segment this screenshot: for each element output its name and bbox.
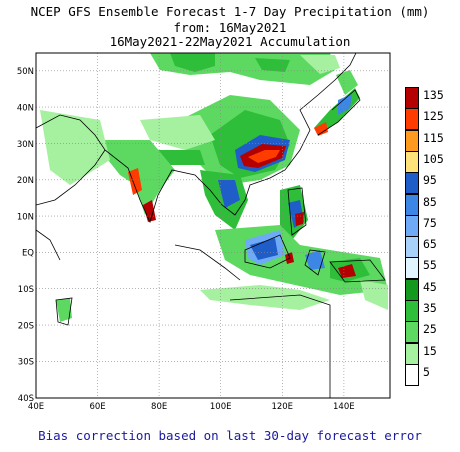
legend-label: 45 [423, 279, 437, 294]
legend-label: 65 [423, 237, 437, 252]
title-line-2: from: 16May2021 [173, 20, 287, 35]
legend-row: 75 [405, 214, 455, 237]
legend-swatch [405, 363, 419, 386]
legend-label: 135 [423, 88, 444, 102]
legend-label: 105 [423, 151, 444, 166]
lat-tick-label: 30S [18, 358, 34, 368]
lon-tick-label: 40E [28, 402, 44, 412]
legend-row: 135 [405, 87, 455, 109]
coastlines [36, 53, 386, 398]
legend-swatch [405, 129, 419, 152]
lat-tick-label: 10N [17, 212, 34, 222]
legend-label: 75 [423, 215, 437, 230]
graticule [36, 53, 390, 398]
legend-row: 105 [405, 150, 455, 173]
lat-tick-label: 20N [17, 176, 34, 186]
legend-swatch [405, 236, 419, 259]
bias-correction-note: Bias correction based on last 30-day for… [38, 428, 422, 443]
legend-swatch [405, 87, 419, 109]
lat-tick-label: 50N [17, 67, 34, 77]
lon-tick-label: 80E [151, 402, 167, 412]
legend-swatch [405, 278, 419, 301]
legend-label: 125 [423, 109, 444, 124]
legend-label: 25 [423, 322, 437, 337]
legend-row: 85 [405, 193, 455, 216]
precip-field [40, 53, 388, 322]
axis-ticks: 40E 60E 80E 100E 120E 140E 50N 40N 30N 20N 10N EQ 10… [17, 67, 355, 412]
legend-label: 85 [423, 194, 437, 209]
legend-swatch [405, 150, 419, 173]
legend-swatch [405, 172, 419, 195]
legend-row: 35 [405, 300, 455, 322]
lon-tick-label: 140E [333, 402, 355, 412]
legend-label: 55 [423, 258, 437, 273]
title-line-3: 16May2021-22May2021 Accumulation [109, 34, 351, 49]
legend-swatch [405, 193, 419, 216]
lat-tick-label: 40N [17, 103, 34, 113]
legend-row: 15 [405, 342, 455, 365]
title-line-1: NCEP GFS Ensemble Forecast 1-7 Day Preci… [30, 4, 430, 19]
legend-row: 65 [405, 236, 455, 259]
lon-tick-label: 120E [271, 402, 293, 412]
lat-tick-label: 30N [17, 140, 34, 150]
legend-swatch [405, 342, 419, 365]
lat-tick-label: 20S [18, 321, 34, 331]
legend-row: 5 [405, 363, 455, 386]
map-frame [35, 52, 391, 399]
lat-tick-label: EQ [22, 249, 34, 259]
legend-swatch [405, 214, 419, 237]
legend-label: 35 [423, 301, 437, 315]
lon-tick-label: 100E [210, 402, 232, 412]
legend-row: 25 [405, 321, 455, 344]
legend-row: 55 [405, 257, 455, 280]
legend-swatch [405, 300, 419, 322]
legend-label: 5 [423, 364, 430, 379]
legend-swatch [405, 321, 419, 344]
lat-tick-label: 10S [18, 285, 34, 295]
legend-row: 95 [405, 172, 455, 195]
lat-tick-label: 40S [18, 394, 34, 404]
legend-swatch [405, 257, 419, 280]
legend-row: 45 [405, 278, 455, 301]
legend-row: 125 [405, 108, 455, 131]
lon-tick-label: 60E [89, 402, 105, 412]
legend-label: 95 [423, 173, 437, 188]
legend-label: 115 [423, 130, 444, 145]
legend-label: 15 [423, 343, 437, 358]
legend-row: 115 [405, 129, 455, 152]
legend-swatch [405, 108, 419, 131]
